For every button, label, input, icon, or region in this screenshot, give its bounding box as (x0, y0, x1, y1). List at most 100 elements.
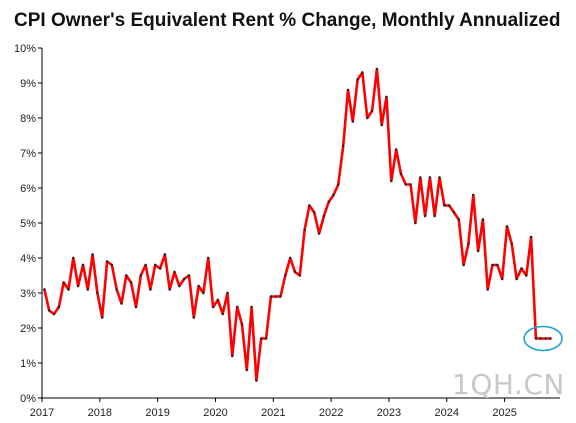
data-point (43, 288, 46, 291)
data-point (525, 274, 528, 277)
x-tick-label: 2024 (435, 407, 459, 419)
data-point (231, 354, 234, 358)
chart-title: CPI Owner's Equivalent Rent % Change, Mo… (14, 10, 561, 31)
data-point (67, 288, 70, 291)
data-point (192, 316, 195, 319)
data-point (182, 277, 186, 281)
data-point (158, 267, 162, 270)
data-point (351, 120, 354, 123)
y-tick-label: 10% (14, 43, 36, 55)
data-point (269, 295, 273, 298)
data-point (308, 204, 311, 207)
x-tick-label: 2025 (492, 407, 516, 419)
data-point (544, 337, 547, 340)
watermark-text: 1QH.CN (452, 368, 565, 401)
data-point (264, 337, 268, 340)
data-point (476, 249, 480, 253)
data-point (404, 183, 407, 186)
x-axis: 2017 2018 2019 2020 2021 2022 2023 2024 2025 (30, 397, 560, 419)
data-point (168, 288, 171, 291)
y-axis: 0% 1% 2% 3% 4% 5% 6% 7% 8% 9% 10% (14, 43, 43, 405)
data-point (317, 232, 321, 235)
data-point (91, 253, 94, 256)
series-layer (43, 67, 552, 382)
highlight-circle (523, 325, 563, 352)
data-point (274, 295, 277, 298)
y-tick-label: 4% (20, 253, 36, 265)
data-point (236, 305, 239, 309)
data-point (154, 263, 157, 267)
data-point (366, 116, 369, 120)
data-point (260, 337, 263, 340)
data-point (356, 78, 359, 81)
y-tick-label: 2% (20, 323, 36, 335)
data-point (144, 263, 147, 267)
data-point (529, 235, 533, 239)
y-tick-label: 1% (20, 358, 36, 370)
data-point (327, 200, 330, 204)
data-point (134, 305, 138, 309)
data-point (52, 312, 56, 316)
data-point (96, 291, 99, 295)
data-point (496, 263, 499, 267)
data-point (202, 291, 205, 295)
data-point (226, 291, 229, 295)
data-point (419, 176, 422, 179)
data-point (452, 211, 456, 214)
data-point (101, 316, 104, 319)
data-point (57, 305, 61, 309)
data-point (86, 288, 90, 291)
data-point (534, 337, 538, 340)
data-point (105, 260, 109, 263)
data-point (375, 67, 379, 71)
y-tick-label: 0% (20, 393, 36, 405)
data-point (72, 256, 75, 260)
x-tick-label: 2022 (319, 407, 343, 419)
y-tick-label: 6% (20, 183, 36, 195)
data-point (279, 295, 282, 298)
data-point (370, 109, 374, 113)
data-point (486, 288, 489, 291)
annotation-layer (523, 325, 563, 352)
data-point (303, 228, 306, 232)
data-point (129, 281, 133, 284)
data-point (472, 193, 475, 197)
x-tick-label: 2021 (261, 407, 285, 419)
data-point (505, 225, 509, 228)
data-point (125, 274, 128, 277)
data-point (62, 281, 65, 284)
data-point (149, 288, 152, 291)
data-point (443, 204, 446, 207)
data-point (380, 123, 383, 127)
data-point (467, 242, 470, 246)
data-point (448, 204, 451, 207)
data-point (115, 288, 118, 291)
y-tick-label: 9% (20, 78, 36, 90)
data-point (438, 176, 441, 179)
y-tick-label: 7% (20, 148, 36, 160)
data-point (322, 214, 326, 218)
data-point (346, 88, 350, 92)
data-point (342, 144, 345, 148)
data-point (520, 267, 523, 270)
data-point (399, 172, 403, 176)
data-point (390, 179, 393, 183)
data-point (240, 323, 244, 326)
data-point (361, 71, 364, 74)
data-point (163, 253, 167, 256)
data-point (510, 242, 513, 246)
data-point (139, 274, 142, 277)
data-point (255, 379, 258, 382)
data-point (481, 218, 485, 221)
data-point (197, 284, 200, 288)
data-point (221, 312, 224, 316)
data-point (211, 305, 215, 309)
data-point (501, 277, 504, 281)
x-tick-label: 2019 (145, 407, 169, 419)
data-point (313, 211, 316, 214)
series-line (43, 67, 552, 382)
x-tick-label: 2023 (377, 407, 401, 419)
data-point (298, 274, 301, 277)
data-point (462, 263, 465, 267)
